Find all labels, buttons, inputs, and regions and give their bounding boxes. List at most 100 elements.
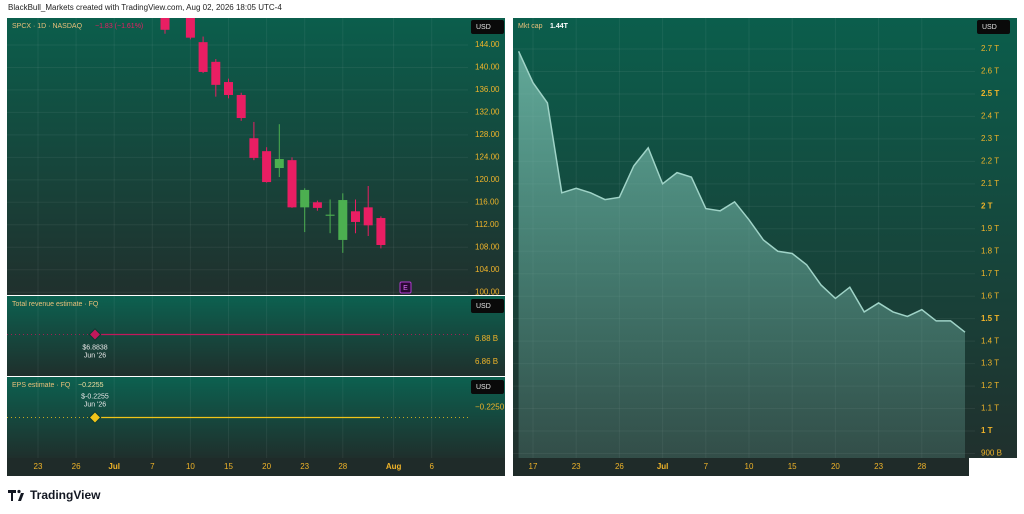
x-tick-label: 10 [186, 462, 195, 471]
estimate-period: Jun '26 [84, 352, 106, 359]
currency-box [977, 20, 1010, 34]
candle-body [236, 94, 246, 119]
y-tick-label: 1.3 T [981, 359, 999, 368]
title: EPS estimate · FQ [12, 382, 71, 389]
x-tick-label: 6 [429, 462, 434, 471]
candle-body [198, 42, 208, 72]
y-tick-label: 2.5 T [981, 89, 999, 98]
y-tick-label: −0.2250 [475, 402, 505, 411]
currency: USD [476, 24, 491, 31]
candle-body [160, 18, 170, 30]
x-tick-label: Jul [108, 462, 120, 471]
currency-box [471, 20, 504, 34]
current: −0.2255 [78, 382, 104, 389]
x-tick-label: 17 [529, 462, 538, 471]
y-tick-label: 100.00 [475, 287, 500, 296]
y-tick-label: 1.2 T [981, 381, 999, 390]
x-tick-label: 26 [615, 462, 624, 471]
y-tick-label: 1 T [981, 426, 993, 435]
y-tick-label: 116.00 [475, 197, 499, 206]
earnings-badge [399, 281, 412, 294]
y-tick-label: 1.9 T [981, 224, 999, 233]
change: −1.83 (−1.61%) [95, 23, 143, 30]
currency: USD [476, 303, 491, 310]
y-tick-label: 1.5 T [981, 314, 999, 323]
candles [160, 18, 386, 253]
estimate-marker [88, 411, 102, 424]
candle-body [224, 82, 233, 95]
y-tick-label: 2.2 T [981, 156, 999, 165]
axis-corner [969, 458, 1017, 476]
candle-body [274, 159, 284, 169]
y-tick-label: 108.00 [475, 242, 500, 251]
x-tick-label: 10 [745, 462, 754, 471]
y-tick-label: 1.8 T [981, 246, 999, 255]
y-tick-label: 104.00 [475, 265, 500, 274]
x-tick-label: 28 [338, 462, 347, 471]
x-tick-label: 7 [704, 462, 709, 471]
earnings-letter: E [403, 285, 408, 292]
title: SPCX · 1D · NASDAQ [12, 23, 83, 30]
candle-body [249, 138, 259, 158]
y-tick-label: 900 B [981, 449, 1002, 458]
candle-body [338, 200, 348, 240]
x-tick-label: 28 [917, 462, 926, 471]
x-tick-label: 15 [788, 462, 797, 471]
area-fill [518, 51, 965, 459]
x-tick-label: 26 [72, 462, 81, 471]
date-axis [513, 458, 1017, 476]
y-tick-label: 1.6 T [981, 291, 999, 300]
x-tick-label: 7 [150, 462, 155, 471]
y-tick-label: 112.00 [475, 220, 499, 229]
estimate-period: Jun '26 [84, 401, 106, 408]
y-tick-label: 2.6 T [981, 67, 999, 76]
candle-body [325, 214, 335, 216]
y-tick-label: 124.00 [475, 152, 500, 161]
y-tick-label: 2.1 T [981, 179, 999, 188]
x-tick-label: Aug [386, 462, 402, 471]
x-tick-label: 23 [572, 462, 581, 471]
y-tick-label: 2.7 T [981, 44, 999, 53]
y-tick-label: 6.88 B [475, 334, 498, 343]
x-tick-label: Jul [657, 462, 669, 471]
y-tick-label: 132.00 [475, 108, 500, 117]
title: Mkt cap [518, 23, 543, 30]
y-tick-label: 1.4 T [981, 336, 999, 345]
candle-body [287, 160, 297, 208]
candle-body [211, 61, 221, 85]
currency: USD [982, 24, 997, 31]
x-tick-label: 15 [224, 462, 233, 471]
candle-body [351, 211, 360, 222]
logo-text: TradingView [30, 488, 101, 502]
y-tick-label: 144.00 [475, 40, 500, 49]
y-tick-label: 136.00 [475, 85, 500, 94]
current: 1.44T [550, 23, 569, 30]
candle-body [363, 207, 373, 226]
estimate-label: $-0.2255 [81, 393, 109, 400]
estimate-marker [88, 328, 102, 341]
currency: USD [476, 384, 491, 391]
candle-body [262, 151, 272, 183]
x-tick-label: 23 [874, 462, 883, 471]
y-tick-label: 128.00 [475, 130, 500, 139]
estimate-label: $6.8838 [82, 344, 107, 351]
y-tick-label: 6.86 B [475, 357, 498, 366]
revenue-pane [7, 296, 505, 376]
y-tick-label: 2 T [981, 201, 993, 210]
candle-body [312, 202, 322, 208]
y-tick-label: 1.1 T [981, 404, 999, 413]
y-tick-label: 120.00 [475, 175, 500, 184]
title: Total revenue estimate · FQ [12, 301, 99, 308]
candle-body [185, 18, 195, 38]
x-tick-label: 20 [262, 462, 271, 471]
candle-body [376, 218, 386, 245]
x-tick-label: 23 [300, 462, 309, 471]
y-tick-label: 2.3 T [981, 134, 999, 143]
header: BlackBull_Markets created with TradingVi… [8, 3, 282, 12]
y-tick-label: 1.7 T [981, 269, 999, 278]
logo: TradingView [8, 488, 101, 502]
x-tick-label: 20 [831, 462, 840, 471]
date-axis [7, 458, 505, 476]
area-line [517, 50, 966, 333]
